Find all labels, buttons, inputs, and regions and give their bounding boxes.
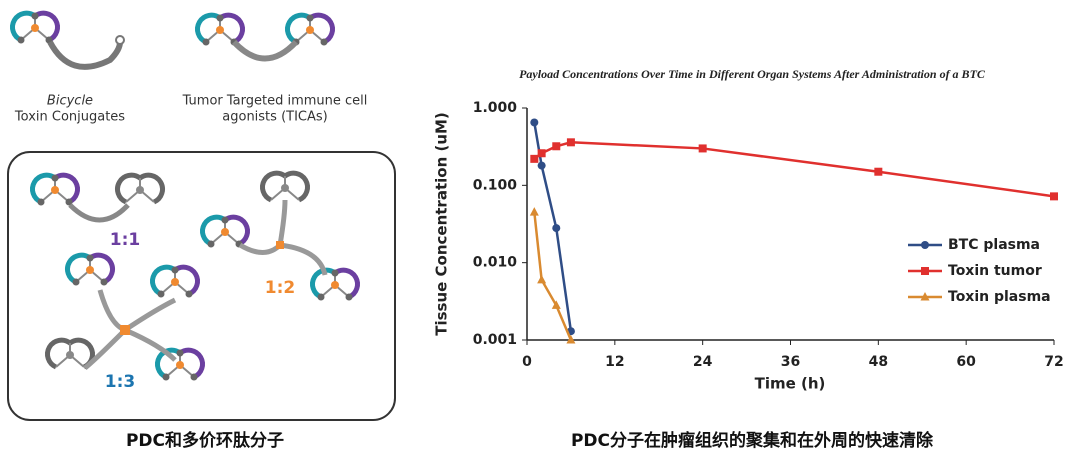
x-tick-label: 72 — [1044, 354, 1063, 370]
caption: PDC和多价环肽分子 — [126, 430, 284, 451]
core — [276, 241, 284, 249]
core — [120, 325, 130, 335]
bicycle-icon — [13, 13, 58, 44]
bicycle-icon — [68, 255, 113, 286]
linker — [47, 40, 123, 70]
bicycle-icon — [313, 270, 358, 301]
x-tick-label: 24 — [693, 354, 713, 370]
linker — [83, 289, 177, 370]
x-tick-label: 60 — [956, 354, 976, 370]
legend-marker — [920, 292, 930, 301]
marker — [552, 224, 561, 233]
bicycle-icon — [263, 173, 308, 200]
caption: PDC分子在肿瘤组织的聚集和在外周的快速清除 — [571, 430, 934, 451]
linker — [231, 39, 299, 62]
x-tick-label: 48 — [869, 354, 888, 370]
x-tick-label: 12 — [605, 354, 624, 370]
marker — [530, 154, 539, 163]
marker — [698, 144, 707, 153]
panel — [7, 151, 396, 421]
y-tick-label: 0.100 — [473, 177, 518, 193]
legend-label: Toxin tumor — [948, 263, 1042, 279]
label: Bicycle — [47, 94, 93, 109]
bicycle-icon — [203, 217, 248, 248]
label: agonists (TICAs) — [222, 110, 327, 125]
marker — [566, 335, 576, 344]
bicycle-icon — [153, 267, 198, 298]
x-tick-label: 0 — [522, 354, 532, 370]
legend-label: Toxin plasma — [948, 289, 1051, 305]
marker — [537, 161, 546, 170]
legend-marker — [921, 267, 929, 275]
y-tick-label: 0.010 — [473, 255, 518, 271]
marker — [566, 138, 575, 147]
marker — [537, 274, 547, 284]
linker — [68, 203, 130, 223]
linker — [238, 199, 328, 276]
ratio-label: 1:1 — [110, 230, 140, 250]
y-tick-label: 1.000 — [473, 100, 518, 116]
marker — [530, 118, 539, 127]
label: Tumor Targeted immune cell — [182, 94, 368, 109]
legend-marker — [921, 241, 929, 249]
line — [533, 141, 1055, 198]
marker — [552, 142, 561, 151]
toxin — [115, 35, 125, 45]
bicycle-icon — [33, 175, 78, 206]
diagram: Bicycle Toxin Conjugates Tumor Targeted … — [7, 13, 396, 421]
line — [533, 212, 573, 341]
marker — [1050, 192, 1058, 201]
x-tick-label: 36 — [781, 354, 800, 370]
x-axis-label: Time (h) — [755, 375, 826, 393]
marker — [529, 207, 539, 216]
y-tick-label: 0.001 — [473, 332, 517, 348]
bicycle-icon — [48, 340, 93, 367]
bicycle-icon — [118, 175, 163, 202]
chart-title: Payload Concentrations Over Time in Diff… — [519, 67, 986, 81]
marker — [874, 167, 883, 176]
legend-label: BTC plasma — [948, 237, 1040, 253]
ratio-label: 1:3 — [105, 372, 135, 392]
line — [533, 122, 573, 332]
label: Toxin Conjugates — [14, 110, 125, 125]
bicycle-icon — [158, 350, 203, 381]
ratio-label: 1:2 — [265, 278, 295, 298]
marker — [537, 149, 546, 158]
y-axis-label: Tissue Concentration (uM) — [433, 112, 451, 336]
marker — [551, 300, 561, 309]
